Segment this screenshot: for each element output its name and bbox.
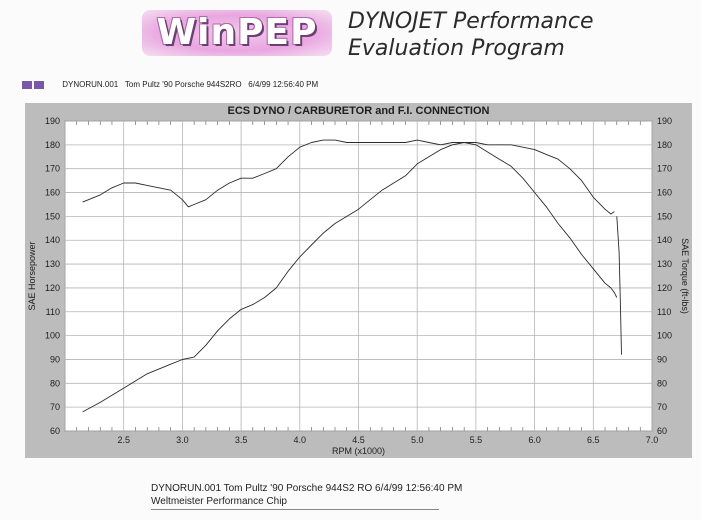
series-line-2 bbox=[82, 142, 618, 413]
y-tick-label-right: 140 bbox=[657, 235, 672, 245]
footer-line1: DYNORUN.001 Tom Pultz '90 Porsche 944S2 … bbox=[151, 483, 463, 494]
run-legend: DYNORUN.001 Tom Pultz '90 Porsche 944S2R… bbox=[22, 78, 318, 92]
y-tick-label-left: 80 bbox=[50, 378, 60, 388]
y-tick-label-right: 100 bbox=[657, 331, 672, 341]
chart-title: ECS DYNO / CARBURETOR and F.I. CONNECTIO… bbox=[227, 105, 490, 117]
legend-marker-1 bbox=[22, 80, 32, 89]
legend-run-time: 6/4/99 12:56:40 PM bbox=[248, 80, 319, 89]
x-tick-label: 6.5 bbox=[587, 435, 600, 445]
logo-text: WinPEP bbox=[156, 12, 318, 53]
y-tick-label-right: 170 bbox=[657, 164, 672, 174]
y-tick-label-left: 130 bbox=[45, 259, 60, 269]
x-axis-label: RPM (x1000) bbox=[332, 446, 385, 456]
x-tick-label: 2.5 bbox=[117, 435, 130, 445]
y-tick-label-left: 140 bbox=[45, 235, 60, 245]
x-tick-label: 5.0 bbox=[411, 435, 424, 445]
y-tick-label-left: 180 bbox=[45, 140, 60, 150]
y-tick-label-right: 150 bbox=[657, 211, 672, 221]
footer-line2: Weltmeister Performance Chip bbox=[151, 496, 287, 507]
legend-marker-2 bbox=[34, 80, 44, 89]
footer-divider bbox=[151, 509, 439, 510]
app-title-line2: Evaluation Program bbox=[348, 36, 565, 61]
y-tick-label-right: 190 bbox=[657, 116, 672, 126]
x-tick-label: 3.0 bbox=[176, 435, 189, 445]
series-line-3 bbox=[616, 216, 622, 355]
y-tick-label-left: 120 bbox=[45, 283, 60, 293]
x-tick-label: 5.5 bbox=[470, 435, 483, 445]
y-tick-label-right: 120 bbox=[657, 283, 672, 293]
y-tick-label-left: 110 bbox=[46, 307, 60, 317]
y-tick-label-right: 110 bbox=[657, 307, 671, 317]
series-line-1 bbox=[82, 139, 615, 215]
x-tick-label: 6.0 bbox=[528, 435, 541, 445]
legend-run-desc: Tom Pultz '90 Porsche 944S2RO bbox=[124, 80, 242, 89]
y-tick-label-right: 180 bbox=[657, 140, 672, 150]
y-axis-label-left: SAE Horsepower bbox=[27, 241, 37, 310]
y-tick-label-left: 160 bbox=[45, 188, 60, 198]
app-title: DYNOJET Performance Evaluation Program bbox=[348, 8, 594, 62]
y-tick-label-left: 150 bbox=[45, 211, 60, 221]
x-tick-label: 4.5 bbox=[352, 435, 365, 445]
y-tick-label-right: 70 bbox=[657, 402, 667, 412]
y-tick-label-right: 160 bbox=[657, 188, 672, 198]
y-tick-label-left: 190 bbox=[45, 116, 60, 126]
x-tick-label: 4.0 bbox=[294, 435, 307, 445]
y-tick-label-left: 100 bbox=[45, 331, 60, 341]
y-tick-label-right: 130 bbox=[657, 259, 672, 269]
y-tick-label-right: 80 bbox=[657, 378, 667, 388]
y-tick-label-left: 70 bbox=[50, 402, 60, 412]
y-tick-label-right: 90 bbox=[657, 354, 667, 364]
x-tick-label: 3.5 bbox=[235, 435, 248, 445]
footer-info: DYNORUN.001 Tom Pultz '90 Porsche 944S2 … bbox=[151, 482, 462, 508]
y-tick-label-left: 170 bbox=[45, 164, 60, 174]
y-axis-label-right: SAE Torque (ft-lbs) bbox=[680, 238, 690, 314]
y-tick-label-left: 90 bbox=[50, 354, 60, 364]
legend-run-file: DYNORUN.001 bbox=[62, 80, 119, 89]
chart-panel: ECS DYNO / CARBURETOR and F.I. CONNECTIO… bbox=[25, 103, 692, 458]
y-tick-label-right: 60 bbox=[657, 426, 667, 436]
x-tick-label: 7.0 bbox=[646, 435, 659, 445]
y-tick-label-left: 60 bbox=[50, 426, 60, 436]
app-title-line1: DYNOJET Performance bbox=[348, 9, 594, 34]
winpep-logo: WinPEP bbox=[142, 10, 332, 56]
